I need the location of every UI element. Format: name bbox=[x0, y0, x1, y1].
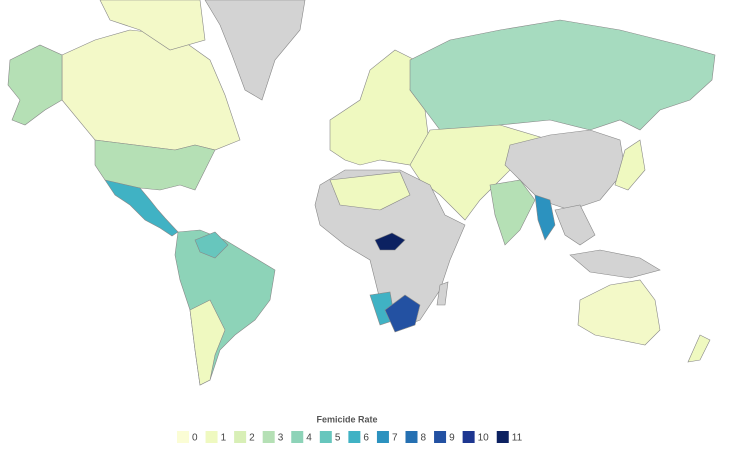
landmass bbox=[329, 171, 411, 211]
landmass bbox=[614, 139, 646, 191]
legend-label: 3 bbox=[278, 433, 284, 444]
landmass bbox=[61, 29, 241, 151]
world-map bbox=[7, 0, 716, 386]
legend-swatch bbox=[496, 431, 509, 443]
landmass bbox=[104, 179, 179, 237]
legend-label: 1 bbox=[221, 433, 227, 444]
landmass bbox=[374, 232, 406, 251]
landmass bbox=[174, 229, 276, 386]
legend-swatch bbox=[376, 431, 389, 443]
legend-label: 6 bbox=[363, 433, 369, 444]
legend-swatch bbox=[319, 431, 332, 443]
legend-title: Femicide Rate bbox=[316, 414, 377, 424]
landmass bbox=[489, 179, 536, 246]
landmass bbox=[577, 279, 661, 346]
legend-label: 11 bbox=[512, 433, 523, 444]
landmass bbox=[534, 194, 556, 241]
landmass bbox=[194, 231, 229, 259]
legend-swatch bbox=[262, 431, 275, 443]
legend-label: 0 bbox=[192, 433, 198, 444]
landmass bbox=[99, 0, 206, 51]
legend: Femicide Rate 0 1 2 3 4 5 6 7 8 9 10 11 bbox=[177, 414, 523, 444]
landmass bbox=[204, 0, 306, 101]
legend-label: 9 bbox=[449, 433, 455, 444]
landmass bbox=[329, 49, 431, 166]
legend-swatch bbox=[462, 431, 475, 443]
landmass bbox=[436, 281, 449, 306]
landmass bbox=[554, 204, 596, 246]
landmass bbox=[504, 129, 626, 211]
landmass bbox=[687, 334, 711, 363]
legend-swatch bbox=[291, 431, 304, 443]
legend-label: 8 bbox=[421, 433, 427, 444]
legend-swatch bbox=[205, 431, 218, 443]
legend-swatch bbox=[234, 431, 247, 443]
legend-label: 2 bbox=[249, 433, 255, 444]
landmass bbox=[189, 299, 226, 386]
legend-label: 4 bbox=[306, 433, 312, 444]
landmass bbox=[7, 44, 63, 126]
legend-swatch bbox=[405, 431, 418, 443]
legend-label: 10 bbox=[478, 433, 490, 444]
landmass bbox=[384, 294, 421, 333]
landmass bbox=[569, 249, 661, 279]
landmass bbox=[409, 19, 716, 131]
legend-swatch bbox=[177, 431, 189, 443]
legend-label: 5 bbox=[335, 433, 341, 444]
legend-swatch bbox=[348, 431, 361, 443]
legend-label: 7 bbox=[392, 433, 398, 444]
legend-swatch bbox=[434, 431, 447, 443]
